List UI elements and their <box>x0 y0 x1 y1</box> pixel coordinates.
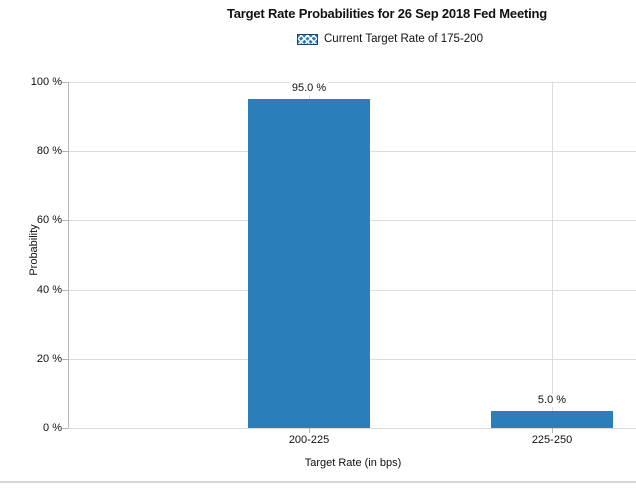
x-tick <box>552 428 553 433</box>
y-tick-label: 60 % <box>36 214 62 226</box>
y-tick-label: 40 % <box>36 284 62 296</box>
x-axis-title: Target Rate (in bps) <box>304 457 402 469</box>
y-tick-label: 100 % <box>30 76 62 88</box>
y-tick-label: 80 % <box>36 145 62 157</box>
y-gridline <box>68 428 636 429</box>
y-tick <box>62 82 68 83</box>
legend-crosshatch-swatch-icon <box>297 33 318 45</box>
y-tick <box>62 151 68 152</box>
y-tick <box>62 428 68 429</box>
category-gridline <box>552 82 553 428</box>
y-tick-label: 20 % <box>36 353 62 365</box>
x-tick <box>309 428 310 433</box>
y-tick <box>62 359 68 360</box>
y-tick-label: 0 % <box>43 422 62 434</box>
legend-label: Current Target Rate of 175-200 <box>324 33 483 45</box>
probability-bar <box>491 410 613 428</box>
y-tick <box>62 220 68 221</box>
y-tick <box>62 290 68 291</box>
bar-value-label: 5.0 % <box>535 393 569 407</box>
y-gridline <box>68 82 636 83</box>
bar-value-label: 95.0 % <box>289 82 329 96</box>
y-axis-line <box>68 82 69 428</box>
probability-bar <box>248 99 370 428</box>
chart-title: Target Rate Probabilities for 26 Sep 201… <box>226 6 548 21</box>
legend: Current Target Rate of 175-200 <box>297 33 483 45</box>
x-category-label: 200-225 <box>288 434 330 446</box>
x-category-label: 225-250 <box>531 434 573 446</box>
y-axis-title: Probability <box>28 224 40 276</box>
bottom-divider <box>0 481 636 483</box>
